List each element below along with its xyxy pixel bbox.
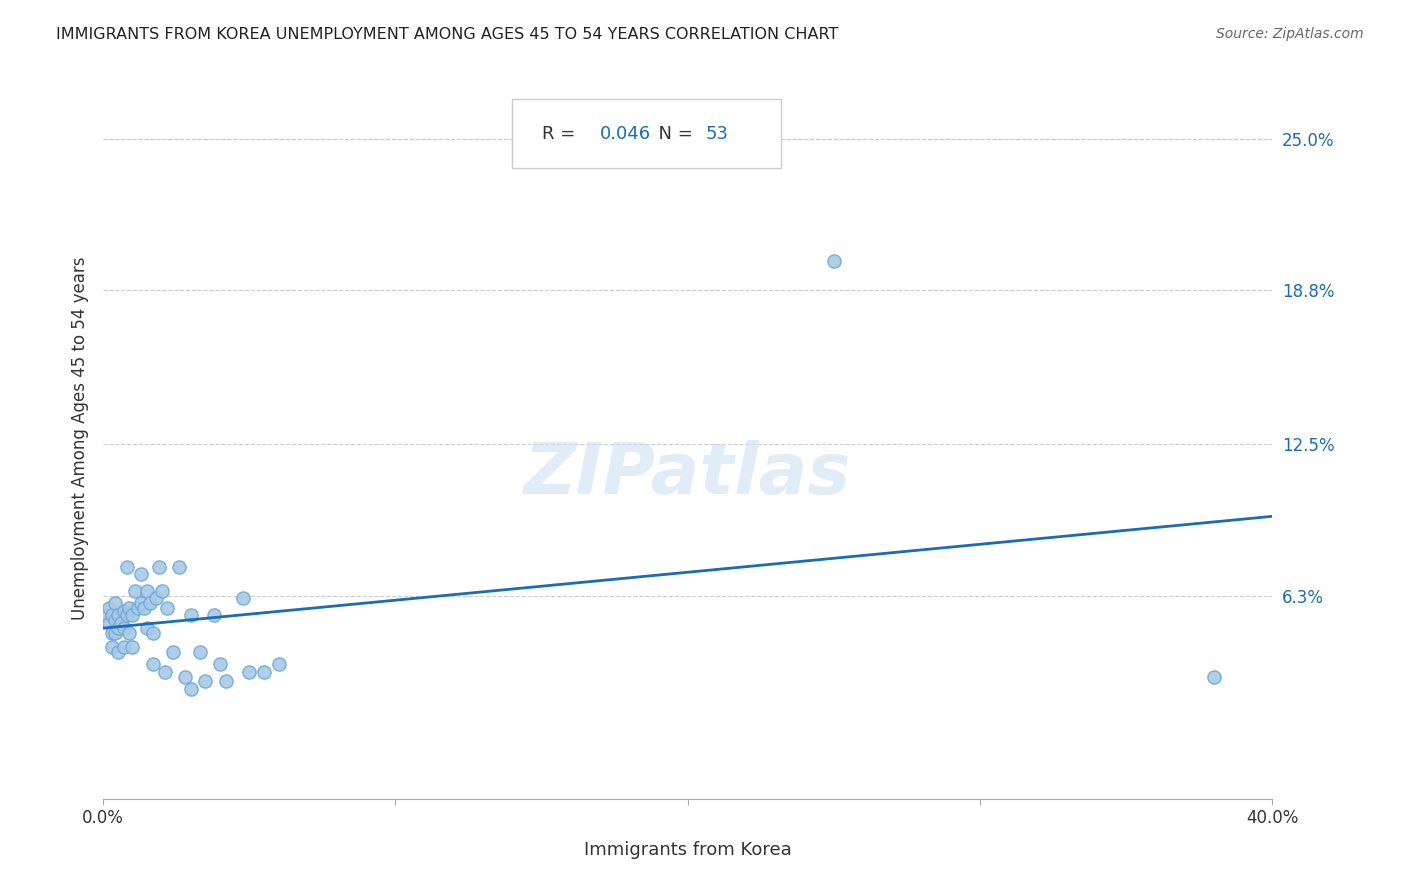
Point: [101, 608, 124, 623]
Point: [112, 640, 135, 655]
FancyBboxPatch shape: [512, 99, 782, 168]
Point: [101, 640, 124, 655]
Point: [142, 657, 165, 672]
Point: [188, 645, 211, 659]
Point: [112, 621, 135, 635]
Point: [162, 645, 184, 659]
Point: [107, 608, 129, 623]
Point: [180, 681, 202, 696]
Text: 0.046: 0.046: [600, 125, 651, 143]
Text: R =: R =: [541, 125, 581, 143]
Text: Source: ZipAtlas.com: Source: ZipAtlas.com: [1216, 27, 1364, 41]
Y-axis label: Unemployment Among Ages 45 to 54 years: Unemployment Among Ages 45 to 54 years: [72, 256, 89, 620]
Point: [209, 657, 232, 672]
X-axis label: Immigrants from Korea: Immigrants from Korea: [583, 841, 792, 859]
Point: [823, 253, 845, 268]
Point: [110, 615, 132, 630]
Point: [118, 601, 141, 615]
Point: [121, 640, 143, 655]
Point: [94, 608, 117, 623]
Point: [118, 625, 141, 640]
Point: [253, 665, 276, 679]
Point: [148, 559, 170, 574]
Point: [136, 621, 159, 635]
Point: [101, 625, 124, 640]
Point: [98, 601, 121, 615]
Point: [1202, 669, 1225, 683]
Point: [156, 601, 179, 615]
Point: [232, 591, 254, 606]
Text: N =: N =: [647, 125, 699, 143]
Point: [267, 657, 290, 672]
Text: IMMIGRANTS FROM KOREA UNEMPLOYMENT AMONG AGES 45 TO 54 YEARS CORRELATION CHART: IMMIGRANTS FROM KOREA UNEMPLOYMENT AMONG…: [56, 27, 838, 42]
Point: [142, 625, 165, 640]
Point: [174, 669, 197, 683]
Point: [180, 608, 202, 623]
Point: [127, 601, 149, 615]
Point: [238, 665, 260, 679]
Point: [107, 621, 129, 635]
Point: [129, 596, 152, 610]
Text: ZIPatlas: ZIPatlas: [524, 440, 852, 508]
Point: [139, 596, 162, 610]
Point: [121, 608, 143, 623]
Point: [215, 674, 238, 689]
Text: 53: 53: [706, 125, 728, 143]
Point: [115, 608, 138, 623]
Point: [145, 591, 167, 606]
Point: [115, 559, 138, 574]
Point: [124, 584, 146, 599]
Point: [98, 615, 121, 630]
Point: [104, 625, 127, 640]
Point: [104, 613, 127, 627]
Point: [104, 596, 127, 610]
Point: [107, 645, 129, 659]
Point: [112, 603, 135, 617]
Point: [150, 584, 173, 599]
Point: [153, 665, 176, 679]
Point: [132, 601, 155, 615]
Point: [202, 608, 225, 623]
Point: [167, 559, 190, 574]
Point: [129, 566, 152, 581]
Point: [136, 584, 159, 599]
Point: [194, 674, 217, 689]
